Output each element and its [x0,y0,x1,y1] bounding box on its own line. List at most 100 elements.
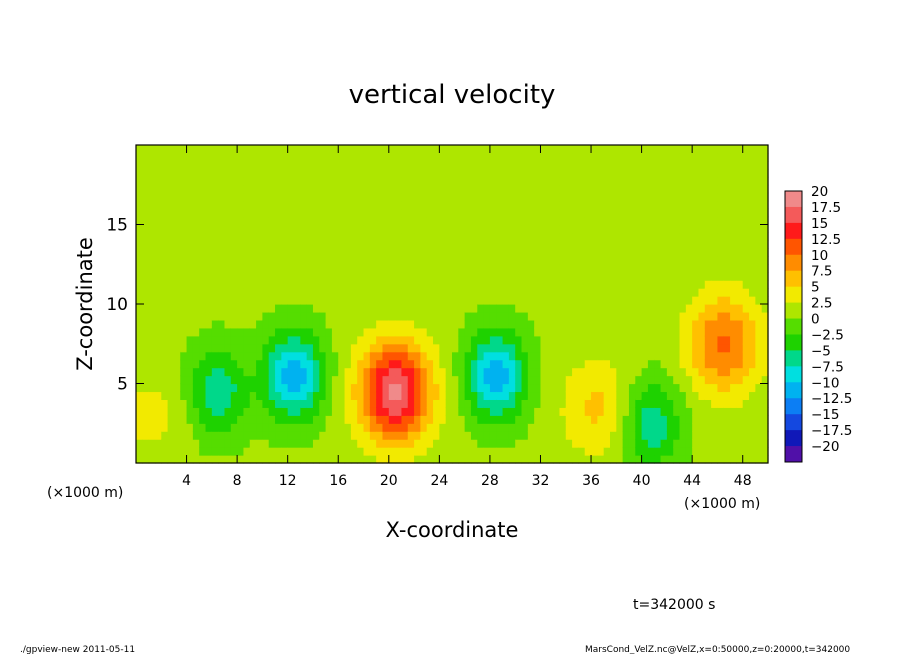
field-cell [679,280,687,289]
field-cell [331,391,339,400]
field-cell [382,431,390,440]
field-cell [591,439,598,448]
field-cell [218,264,226,273]
field-cell [742,145,750,154]
field-cell [439,431,447,440]
field-cell [723,152,731,162]
field-cell [521,168,529,178]
field-cell [350,272,358,281]
field-cell [591,423,598,432]
field-cell [249,184,257,194]
field-cell [211,383,219,393]
field-cell [464,216,472,226]
field-cell [508,311,516,321]
field-cell [692,383,700,393]
field-cell [723,335,731,345]
field-cell [477,319,485,329]
field-cell [363,447,371,456]
field-cell [654,216,662,226]
field-cell [565,304,573,313]
field-cell [685,248,693,257]
field-cell [584,192,592,202]
field-cell [205,240,213,249]
field-cell [433,184,440,194]
field-cell [508,145,516,154]
x-unit-label-right: (×1000 m) [684,496,760,512]
field-cell [243,304,251,313]
field-cell [262,216,270,226]
field-cell [414,335,421,345]
field-cell [161,200,169,210]
field-cell [136,200,143,210]
field-cell [382,232,390,241]
field-cell [382,455,390,464]
field-cell [647,311,655,321]
field-cell [717,145,725,154]
field-cell [489,216,497,226]
field-cell [426,248,434,257]
field-cell [660,327,668,337]
field-cell [559,200,567,210]
field-cell [452,383,459,393]
field-cell [369,256,377,265]
field-cell [401,351,409,361]
field-cell [407,423,415,432]
field-cell [470,415,478,424]
field-cell [679,160,687,170]
field-cell [622,200,630,210]
field-cell [647,280,655,289]
field-cell [249,304,257,313]
field-cell [660,391,668,400]
field-cell [673,391,681,400]
field-cell [521,145,529,154]
field-cell [445,304,453,313]
field-cell [249,160,257,170]
field-cell [426,335,434,345]
field-cell [755,415,763,424]
field-cell [641,351,649,361]
field-cell [508,216,516,226]
field-cell [325,383,333,393]
field-cell [319,375,327,385]
field-cell [294,383,301,393]
field-cell [230,343,238,353]
field-cell [717,224,725,234]
field-cell [180,431,188,440]
field-cell [736,248,744,257]
field-cell [319,192,327,202]
field-cell [142,248,150,257]
field-cell [161,240,169,249]
field-cell [300,407,308,416]
field-cell [262,415,270,424]
field-cell [616,192,624,202]
field-cell [477,351,485,361]
field-cell [287,304,295,313]
field-cell [692,375,700,385]
field-cell [224,351,232,361]
field-cell [319,351,327,361]
field-cell [489,455,497,464]
field-cell [325,224,333,234]
field-cell [692,160,700,170]
field-cell [578,407,586,416]
field-cell [654,264,662,273]
field-cell [496,272,504,281]
field-cell [610,280,617,289]
field-cell [224,208,232,218]
field-cell [452,423,459,432]
field-cell [294,176,301,186]
field-cell [136,208,143,218]
field-cell [496,232,504,241]
field-cell [489,248,497,257]
field-cell [382,399,390,408]
field-cell [685,192,693,202]
field-cell [521,327,529,337]
field-cell [180,367,188,377]
field-cell [641,272,649,281]
field-cell [350,399,358,408]
field-cell [603,224,611,234]
field-cell [723,399,731,408]
field-cell [717,415,725,424]
field-cell [136,335,143,345]
field-cell [546,288,554,297]
